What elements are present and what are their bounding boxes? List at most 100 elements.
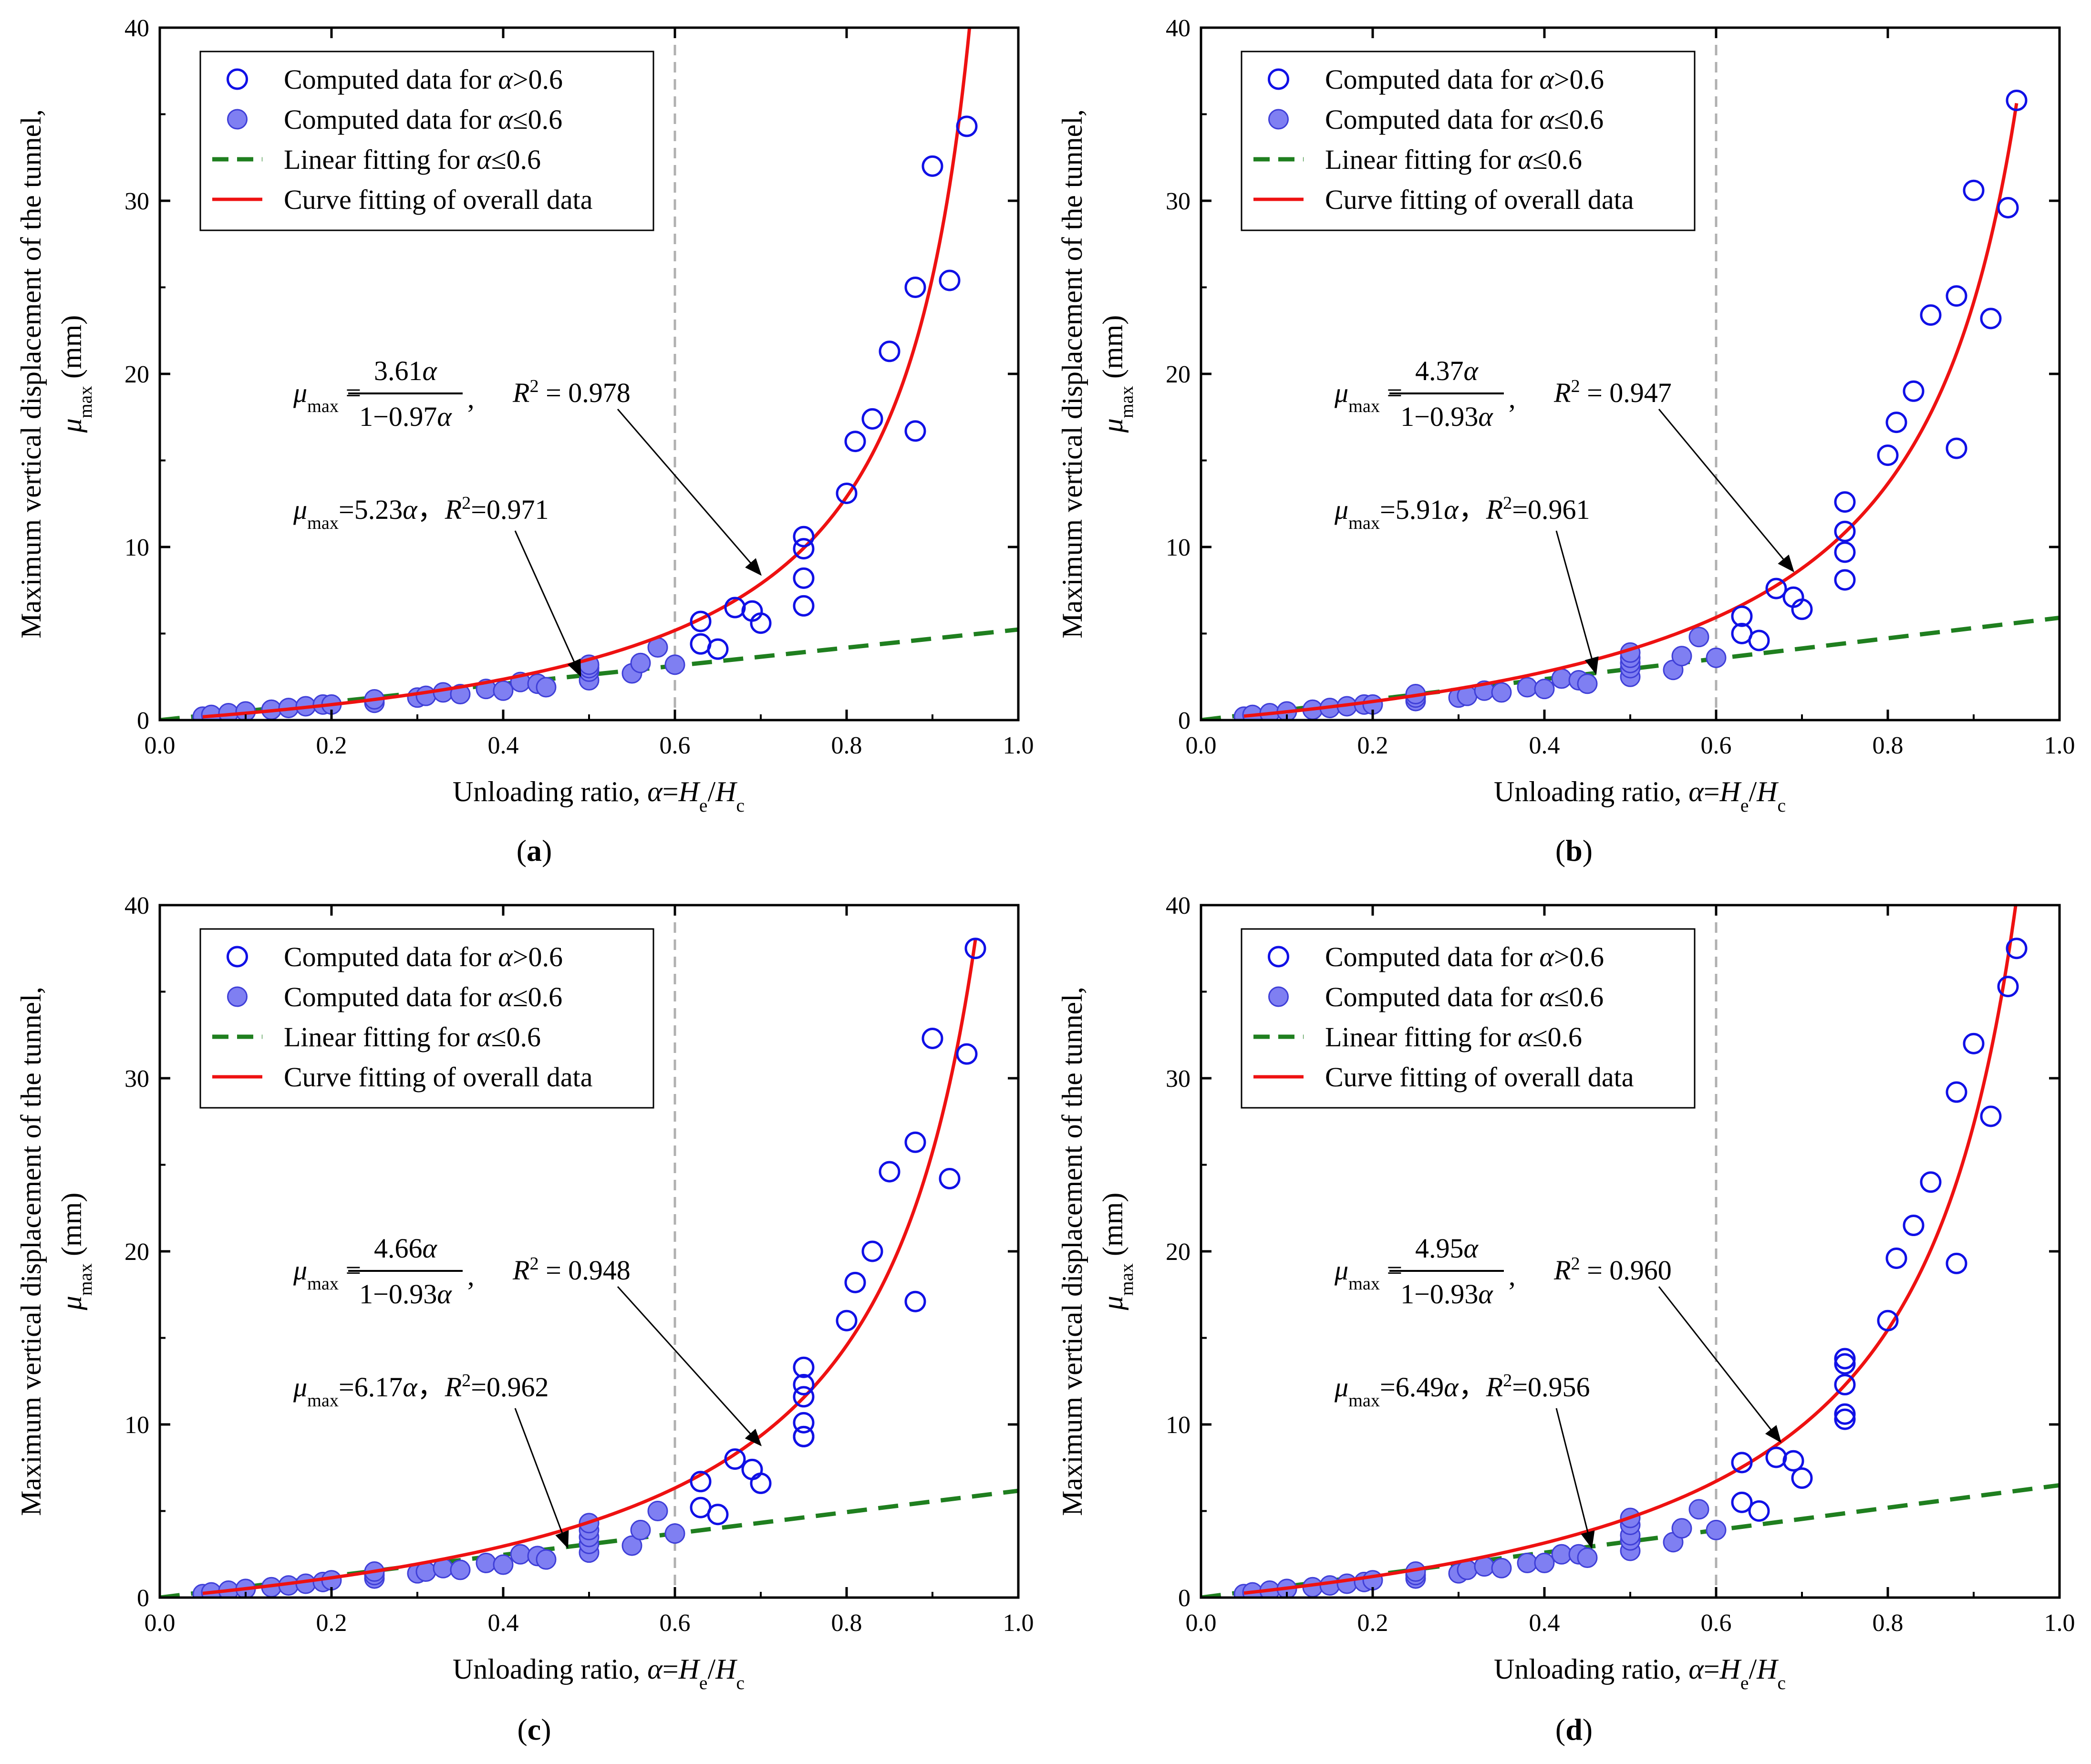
point-open	[1946, 437, 1967, 459]
legend-label: Linear fitting for α≤0.6	[1325, 144, 1582, 175]
panel-label: (a)	[517, 834, 552, 867]
curve-eq-denominator: 1−0.93α	[1400, 401, 1493, 432]
curve-eq-arrow	[1658, 409, 1794, 573]
point-open	[1903, 380, 1925, 402]
legend-label: Curve fitting of overall data	[1325, 1062, 1634, 1093]
point-open	[964, 938, 986, 959]
y-tick-label: 10	[124, 1412, 149, 1439]
legend-label: Computed data for α>0.6	[284, 941, 563, 972]
point-filled	[1491, 1558, 1512, 1578]
y-tick-label: 20	[124, 361, 149, 388]
linear-eq: μmax=6.17α，R2=0.962	[293, 1371, 549, 1411]
curve-fit-line	[202, 28, 972, 719]
x-tick-label: 0.2	[1357, 1609, 1388, 1637]
curve-eq-arrow	[617, 409, 762, 576]
x-tick-label: 0.2	[316, 1609, 347, 1637]
point-open	[861, 408, 883, 430]
legend-label: Linear fitting for α≤0.6	[284, 1021, 541, 1052]
point-open	[844, 431, 866, 453]
legend-box	[199, 928, 654, 1109]
point-open	[904, 420, 926, 442]
chart-panel-4: 0.0 0.2 0.4 0.6 0.8 1.0 0 10 20 30 40 Unloading rat…	[1056, 892, 2075, 1746]
point-open	[1834, 491, 1856, 513]
y-tick-label: 30	[1166, 188, 1190, 215]
point-open	[1791, 1467, 1813, 1489]
point-open	[879, 340, 901, 362]
linear-eq-arrow	[514, 530, 581, 677]
x-axis-label: Unloading ratio, α=He/Hc	[1494, 776, 1786, 816]
y-tick-label: 40	[1166, 892, 1190, 919]
point-open	[836, 1310, 858, 1331]
curve-eq-lhs: μmax =	[293, 1255, 361, 1294]
x-tick-label: 1.0	[1003, 732, 1034, 759]
y-tick-label: 30	[1166, 1065, 1190, 1093]
point-open	[844, 1271, 866, 1293]
legend-label: Computed data for α≤0.6	[284, 104, 562, 135]
point-open	[1834, 1374, 1856, 1396]
point-open	[1834, 569, 1856, 591]
point-open	[2006, 89, 2028, 111]
legend-label: Curve fitting of overall data	[1325, 184, 1634, 215]
y-axis-label-line2: μmax (mm)	[1097, 315, 1137, 433]
point-open	[861, 1240, 883, 1262]
point-open	[956, 115, 978, 137]
point-filled	[1577, 1547, 1598, 1568]
point-open	[904, 1131, 926, 1153]
point-open	[690, 1471, 712, 1493]
x-tick-label: 0.8	[831, 1609, 862, 1637]
curve-eq-comma: ,	[467, 383, 475, 414]
y-tick-label: 20	[1166, 1238, 1190, 1266]
plot-area	[1201, 89, 2060, 720]
point-open	[904, 1290, 926, 1312]
x-tick-label: 0.4	[1529, 732, 1560, 759]
point-filled	[510, 1544, 531, 1565]
point-open	[750, 612, 772, 634]
y-tick-label: 0	[137, 1585, 149, 1612]
y-tick-label: 40	[1166, 15, 1190, 42]
point-filled	[415, 685, 436, 706]
x-tick-label: 0.6	[660, 1609, 691, 1637]
linear-eq-arrow	[514, 1408, 569, 1549]
legend-open-marker	[1268, 946, 1289, 968]
linear-eq-arrow	[1555, 1408, 1595, 1549]
y-tick-label: 30	[124, 1065, 149, 1093]
curve-eq-comma: ,	[1509, 1260, 1516, 1291]
point-open	[1946, 1081, 1967, 1103]
point-open	[1791, 598, 1813, 620]
point-open	[793, 1386, 815, 1408]
curve-eq-r2: R2 = 0.948	[512, 1254, 631, 1286]
y-axis-label-line1: Maximum vertical displacement of the tun…	[15, 109, 47, 639]
chart-panel-2: 0.0 0.2 0.4 0.6 0.8 1.0 0 10 20 30 40 Unloading rat…	[1056, 15, 2075, 867]
x-tick-label: 1.0	[1003, 1609, 1034, 1637]
y-axis-label-line2: μmax (mm)	[56, 315, 96, 433]
point-filled	[450, 1559, 471, 1580]
x-tick-label: 0.6	[1701, 732, 1732, 759]
x-tick-label: 0.6	[1701, 1609, 1732, 1637]
y-axis-label-line2: μmax (mm)	[56, 1193, 96, 1311]
point-open	[939, 269, 961, 291]
point-filled	[664, 654, 685, 675]
point-filled	[647, 1501, 668, 1521]
x-axis-label: Unloading ratio, α=He/Hc	[453, 1653, 745, 1693]
x-axis-label: Unloading ratio, α=He/Hc	[453, 776, 745, 816]
point-open	[1885, 412, 1907, 433]
curve-fit-line	[1243, 103, 2019, 718]
legend-box	[199, 51, 654, 231]
y-tick-label: 20	[1166, 361, 1190, 388]
point-filled	[630, 652, 651, 673]
point-filled	[1517, 1552, 1538, 1573]
curve-eq-denominator: 1−0.97α	[359, 401, 452, 432]
point-open	[956, 1043, 978, 1065]
legend-label: Computed data for α>0.6	[1325, 941, 1604, 972]
point-open	[1877, 1310, 1899, 1331]
panel-label: (b)	[1555, 834, 1593, 867]
point-open	[793, 1374, 815, 1396]
legend: Computed data for α>0.6 Computed data for…	[199, 51, 654, 231]
point-open	[690, 610, 712, 632]
curve-eq-lhs: μmax =	[293, 377, 361, 416]
legend-filled-marker	[1268, 109, 1289, 130]
point-open	[1963, 1032, 1985, 1054]
point-open	[2006, 938, 2028, 959]
point-open	[1748, 1500, 1770, 1522]
point-filled	[630, 1519, 651, 1540]
